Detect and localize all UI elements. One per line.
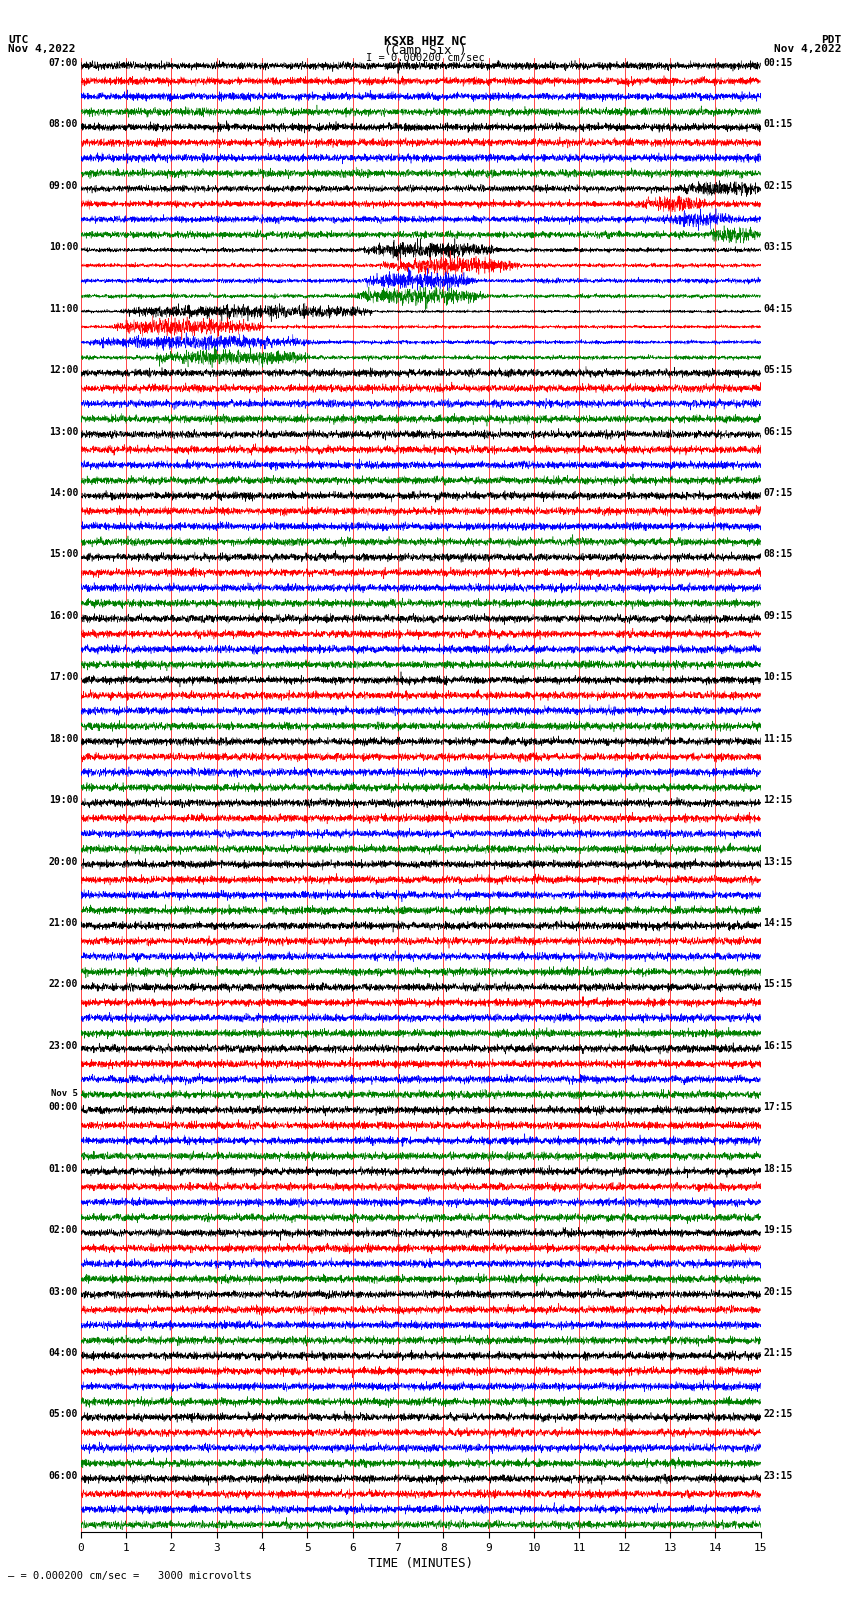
Text: 16:15: 16:15	[763, 1040, 793, 1052]
X-axis label: TIME (MINUTES): TIME (MINUTES)	[368, 1557, 473, 1569]
Text: PDT: PDT	[821, 35, 842, 45]
Text: 19:15: 19:15	[763, 1226, 793, 1236]
Text: 00:15: 00:15	[763, 58, 793, 68]
Text: 11:15: 11:15	[763, 734, 793, 744]
Text: 12:00: 12:00	[48, 365, 78, 376]
Text: 20:00: 20:00	[48, 857, 78, 866]
Text: 13:15: 13:15	[763, 857, 793, 866]
Text: 22:15: 22:15	[763, 1410, 793, 1419]
Text: 06:15: 06:15	[763, 427, 793, 437]
Text: 13:00: 13:00	[48, 427, 78, 437]
Text: 09:00: 09:00	[48, 181, 78, 190]
Text: 01:00: 01:00	[48, 1165, 78, 1174]
Text: 23:00: 23:00	[48, 1040, 78, 1052]
Text: 04:15: 04:15	[763, 303, 793, 315]
Text: Nov 4,2022: Nov 4,2022	[8, 44, 76, 55]
Text: 01:15: 01:15	[763, 119, 793, 129]
Text: 18:15: 18:15	[763, 1165, 793, 1174]
Text: 05:15: 05:15	[763, 365, 793, 376]
Text: 00:00: 00:00	[48, 1102, 78, 1113]
Text: Nov 4,2022: Nov 4,2022	[774, 44, 842, 55]
Text: UTC: UTC	[8, 35, 29, 45]
Text: 21:00: 21:00	[48, 918, 78, 927]
Text: 17:00: 17:00	[48, 673, 78, 682]
Text: 03:00: 03:00	[48, 1287, 78, 1297]
Text: 17:15: 17:15	[763, 1102, 793, 1113]
Text: 03:15: 03:15	[763, 242, 793, 252]
Text: (Camp Six ): (Camp Six )	[383, 44, 467, 58]
Text: 08:00: 08:00	[48, 119, 78, 129]
Text: KSXB HHZ NC: KSXB HHZ NC	[383, 35, 467, 48]
Text: 07:15: 07:15	[763, 489, 793, 498]
Text: 14:15: 14:15	[763, 918, 793, 927]
Text: 05:00: 05:00	[48, 1410, 78, 1419]
Text: 10:00: 10:00	[48, 242, 78, 252]
Text: 15:00: 15:00	[48, 550, 78, 560]
Text: 04:00: 04:00	[48, 1348, 78, 1358]
Text: I = 0.000200 cm/sec: I = 0.000200 cm/sec	[366, 53, 484, 63]
Text: 20:15: 20:15	[763, 1287, 793, 1297]
Text: 16:00: 16:00	[48, 611, 78, 621]
Text: 08:15: 08:15	[763, 550, 793, 560]
Text: 22:00: 22:00	[48, 979, 78, 989]
Text: 12:15: 12:15	[763, 795, 793, 805]
Text: 06:00: 06:00	[48, 1471, 78, 1481]
Text: 15:15: 15:15	[763, 979, 793, 989]
Text: 18:00: 18:00	[48, 734, 78, 744]
Text: 21:15: 21:15	[763, 1348, 793, 1358]
Text: 02:15: 02:15	[763, 181, 793, 190]
Text: 09:15: 09:15	[763, 611, 793, 621]
Text: 11:00: 11:00	[48, 303, 78, 315]
Text: 02:00: 02:00	[48, 1226, 78, 1236]
Text: Nov 5: Nov 5	[51, 1089, 78, 1097]
Text: 07:00: 07:00	[48, 58, 78, 68]
Text: — = 0.000200 cm/sec =   3000 microvolts: — = 0.000200 cm/sec = 3000 microvolts	[8, 1571, 252, 1581]
Text: 14:00: 14:00	[48, 489, 78, 498]
Text: 10:15: 10:15	[763, 673, 793, 682]
Text: 23:15: 23:15	[763, 1471, 793, 1481]
Text: 19:00: 19:00	[48, 795, 78, 805]
